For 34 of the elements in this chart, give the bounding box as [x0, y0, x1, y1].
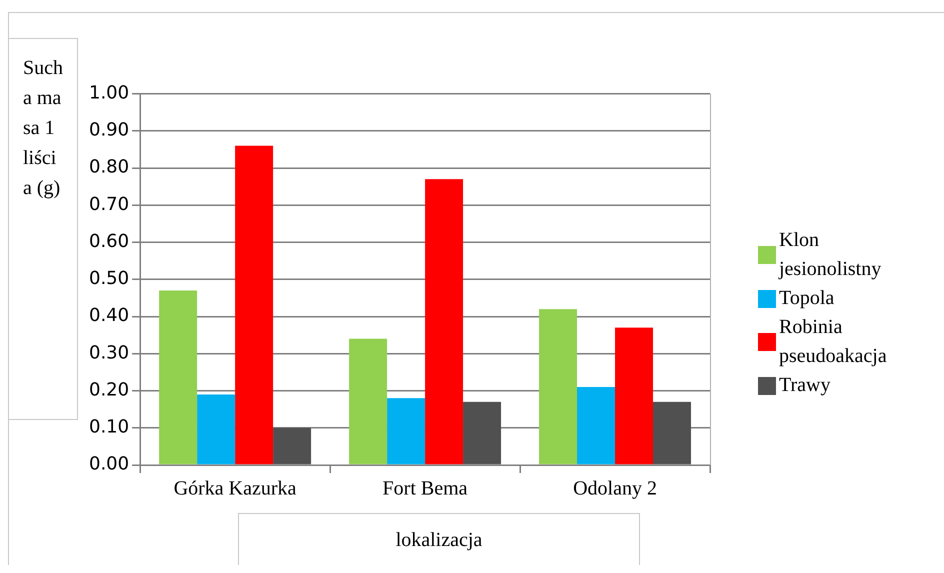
x-axis-title: lokalizacja — [396, 529, 482, 551]
x-tick-label: Górka Kazurka — [174, 477, 297, 500]
bar — [197, 394, 236, 464]
legend-label: Trawy — [779, 373, 832, 398]
y-tick-label: 0.30 — [89, 342, 130, 364]
y-tick-label: 0.20 — [89, 379, 130, 400]
x-tick-label: Fort Bema — [382, 477, 468, 500]
y-tick-label: 0.00 — [89, 454, 130, 475]
bar — [425, 179, 464, 464]
bar — [159, 290, 198, 464]
bar — [349, 338, 388, 464]
y-tick-label: 0.50 — [89, 268, 130, 290]
y-tick-label: 1.00 — [89, 82, 130, 104]
legend-label: Klon jesionolistny — [779, 228, 882, 282]
y-tick-label: 0.60 — [89, 230, 130, 252]
x-tick-label: Odolany 2 — [573, 477, 657, 500]
bar — [463, 402, 502, 464]
y-tick-label: 0.70 — [89, 194, 130, 215]
legend-label: Robinia pseudoakacja — [779, 315, 888, 369]
bar — [235, 146, 274, 464]
bar — [539, 309, 578, 464]
text-box-outline: lokalizacja — [238, 513, 640, 565]
bar — [577, 387, 616, 464]
bar — [615, 328, 654, 464]
bar — [273, 428, 312, 464]
text-box-outline: Sucha masa 1 liścia (g) — [8, 38, 78, 420]
y-tick-label: 0.10 — [89, 416, 130, 438]
legend-label: Topola — [779, 286, 836, 311]
y-axis-title: Sucha masa 1 liścia (g) — [23, 56, 64, 201]
bar — [387, 398, 426, 464]
y-tick-label: 0.40 — [89, 305, 130, 326]
y-tick-label: 0.80 — [89, 156, 130, 178]
y-tick-label: 0.90 — [89, 120, 130, 141]
bar — [653, 402, 692, 464]
